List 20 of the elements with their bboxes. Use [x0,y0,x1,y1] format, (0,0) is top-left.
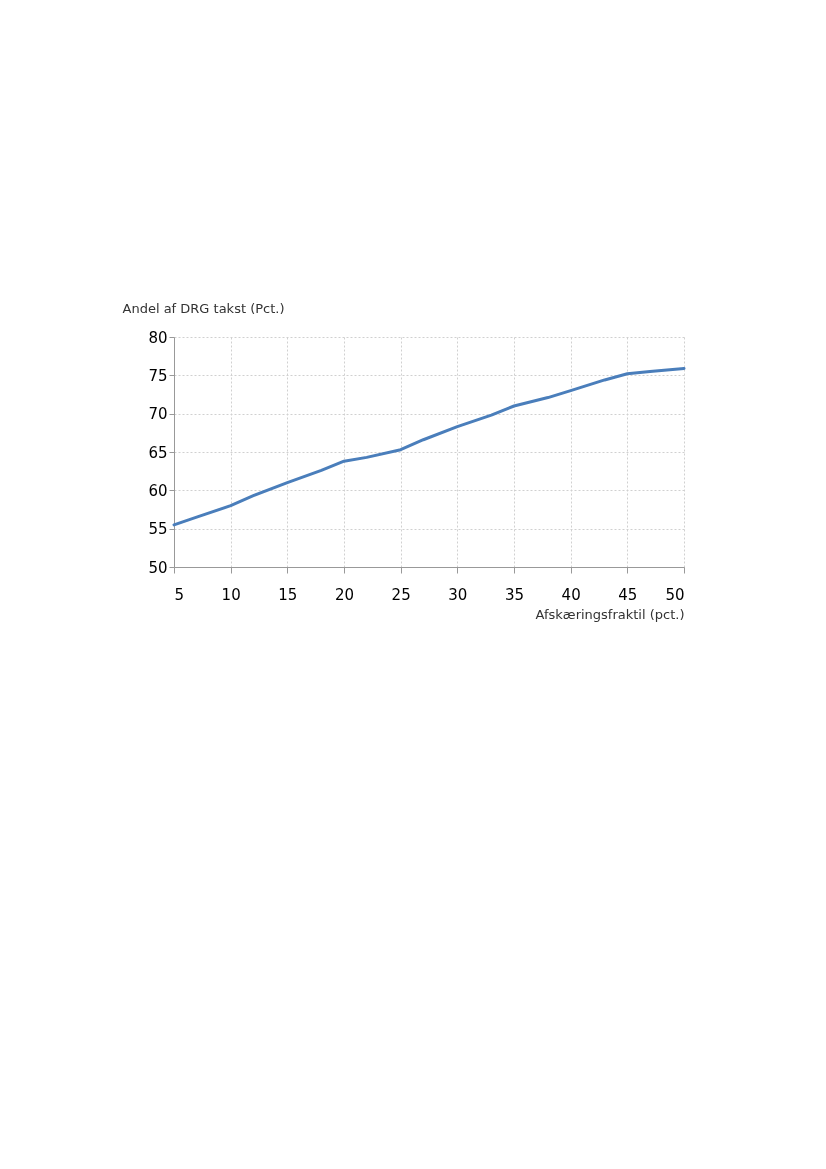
x-tick-label: 10 [221,585,241,604]
x-tick-label: 15 [278,585,298,604]
y-tick-label: 55 [148,520,168,539]
y-tick-label: 75 [148,366,168,385]
x-tick-label: 50 [665,585,685,604]
x-axis-title: Afskæringsfraktil (pct.) [535,606,685,622]
y-tick-label: 50 [148,558,168,577]
x-tick-label: 35 [504,585,525,604]
line-series [172,366,686,527]
x-tick-label: 30 [448,585,468,604]
y-tick-label: 70 [148,405,168,424]
x-tick-label: 45 [618,585,638,604]
y-tick-label: 65 [148,443,168,462]
y-tick-label: 60 [148,481,168,500]
x-tick-label: 40 [561,585,581,604]
x-tick-label: 20 [334,585,355,604]
x-tick-label: 25 [391,585,411,604]
y-tick-label: 80 [148,328,168,347]
y-axis-title: Andel af DRG takst (Pct.) [122,300,285,316]
x-tick-label: 5 [174,585,185,604]
